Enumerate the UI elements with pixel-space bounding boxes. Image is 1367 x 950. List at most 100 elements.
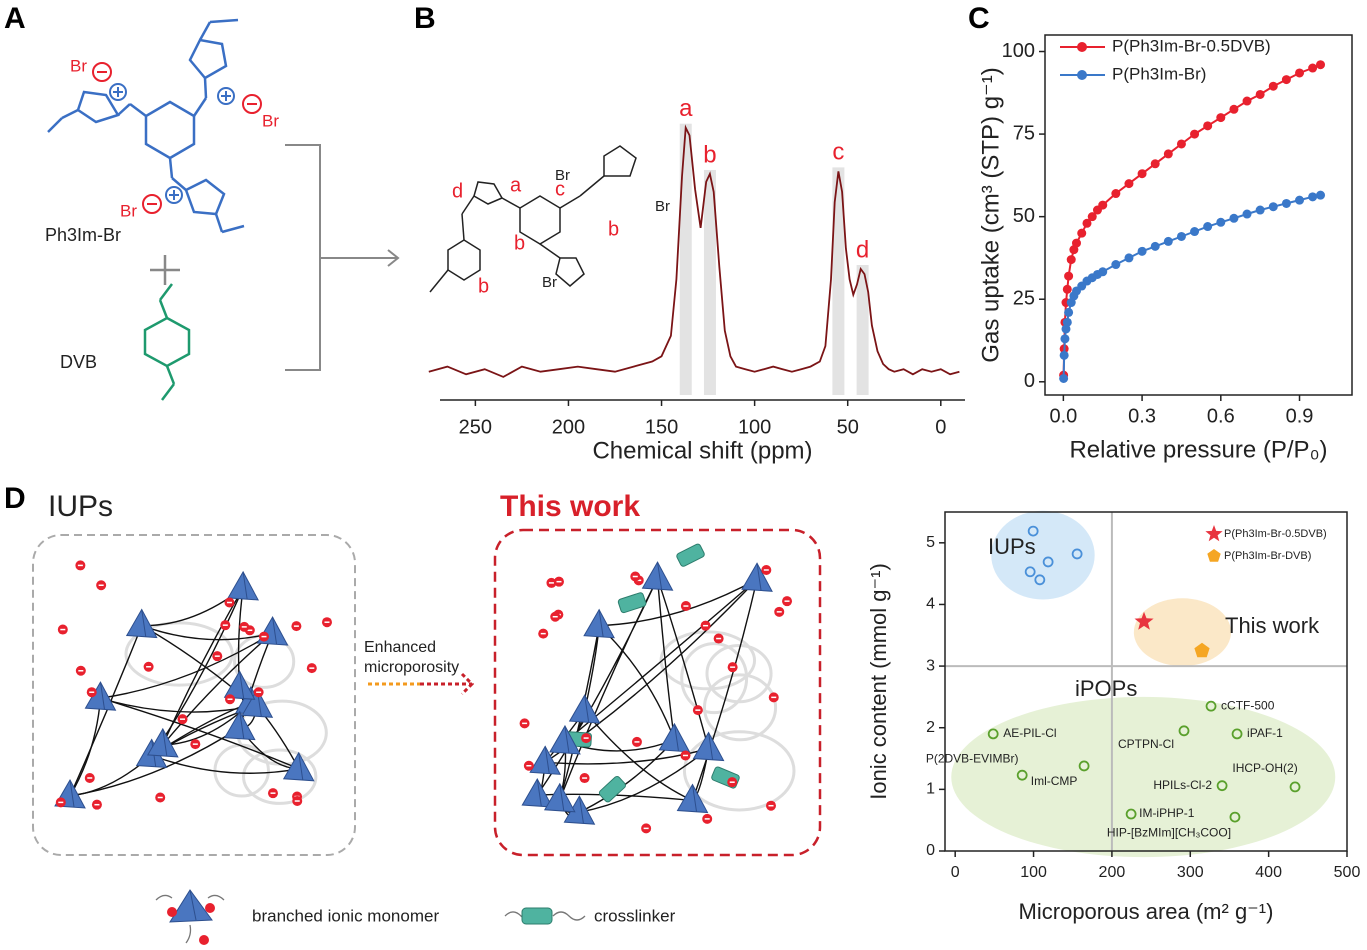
data-point (1289, 781, 1301, 793)
monomer-edge (559, 783, 565, 811)
ionic-monomer (223, 670, 256, 700)
data-point (1229, 213, 1239, 223)
data-point (1124, 253, 1134, 263)
data-point (1062, 284, 1072, 294)
x-tick-label: 0 (935, 416, 946, 438)
legend-label: branched ionic monomer (252, 906, 439, 925)
crosslinker (598, 775, 626, 803)
monomer-edge (239, 711, 245, 739)
data-point (1295, 195, 1305, 205)
data-point (1111, 189, 1121, 199)
peak-assignment: a (510, 174, 522, 196)
x-tick-label: 200 (552, 416, 585, 438)
arrow-label: Enhanced (364, 639, 436, 656)
cluster-label: iPOPs (1075, 676, 1137, 701)
data-point (1178, 725, 1190, 737)
data-point (1190, 129, 1200, 139)
isotherm-line (1062, 194, 1321, 379)
legend-label: P(Ph3Im-Br-0.5DVB) (1112, 36, 1271, 55)
counterion: Br (542, 274, 557, 291)
ionic-monomer (583, 608, 615, 639)
data-point (1062, 317, 1072, 327)
x-tick-label: 400 (1255, 864, 1282, 881)
peak-label: d (856, 236, 869, 263)
point-label: HPILs-Cl-2 (1153, 778, 1212, 792)
x-tick-label: 150 (645, 416, 678, 438)
peak-assignment: c (555, 178, 565, 200)
pore (659, 630, 757, 691)
data-point (987, 728, 999, 740)
data-point (1064, 307, 1074, 317)
monomer-edge (657, 562, 663, 590)
chain (100, 697, 300, 774)
data-point (1281, 198, 1291, 208)
point-label: P(2DVB-EVIMBr) (926, 751, 1019, 765)
counterion: Br (655, 198, 670, 215)
data-point (1071, 548, 1083, 560)
point-label: Iml-CMP (1031, 774, 1078, 788)
polymer-structure (429, 145, 637, 293)
charge-symbols (92, 62, 262, 214)
ionic-monomer (227, 570, 259, 601)
peak-assignment: b (478, 275, 489, 297)
legend-label: crosslinker (594, 906, 676, 925)
pore (705, 644, 773, 704)
data-point (1316, 190, 1326, 200)
x-tick-label: 0.9 (1286, 405, 1314, 427)
schematic-title: This work (500, 490, 640, 523)
data-point (1087, 212, 1097, 222)
y-tick-label: 3 (926, 657, 935, 674)
isotherm-line (1062, 63, 1321, 376)
x-tick-label: 200 (1099, 864, 1126, 881)
y-tick-label: 25 (1013, 288, 1035, 310)
x-tick-label: 0.6 (1207, 405, 1235, 427)
peak-band (703, 169, 716, 395)
counterion: Br (555, 167, 570, 184)
this-work-box (493, 528, 822, 857)
monomer-edge (564, 725, 570, 754)
peak-label: b (703, 141, 716, 168)
data-point (1255, 89, 1265, 99)
chain (100, 632, 274, 746)
data-point (1059, 373, 1069, 383)
y-axis-label: Gas uptake (cm³ (STP) g⁻¹) (977, 67, 1004, 362)
data-point (1098, 200, 1108, 210)
ionic-monomer (125, 608, 158, 639)
y-tick-label: 0 (1024, 370, 1035, 392)
panel-label: D (4, 482, 26, 515)
peak-band (679, 123, 692, 395)
data-point (1308, 63, 1318, 73)
crosslinker (676, 543, 705, 567)
data-point (1203, 222, 1213, 232)
monomer-edge (584, 695, 590, 723)
data-point (1163, 236, 1173, 246)
x-tick-label: 100 (738, 416, 771, 438)
data-point (1125, 808, 1137, 820)
data-point (1295, 68, 1305, 78)
ionic-monomer (282, 751, 315, 782)
data-point (1082, 218, 1092, 228)
peak-label: a (679, 95, 693, 122)
y-tick-label: 1 (926, 781, 935, 798)
data-point (1176, 231, 1186, 241)
data-point (1229, 104, 1239, 114)
y-tick-label: 2 (926, 719, 935, 736)
data-point (1268, 81, 1278, 91)
peak-band (856, 264, 869, 395)
monomer-edge (272, 617, 278, 645)
spectrum-line (428, 124, 960, 378)
x-tick-label: 100 (1020, 864, 1047, 881)
monomer-edge (536, 778, 542, 807)
y-tick-label: 4 (926, 596, 935, 613)
chain (599, 578, 758, 801)
y-tick-label: 0 (926, 842, 935, 859)
data-point (1059, 350, 1069, 360)
monomer-edge (298, 752, 304, 780)
pore (702, 673, 778, 742)
ionic-monomer (658, 722, 691, 753)
data-point (1134, 611, 1154, 630)
legend-marker (1207, 549, 1221, 562)
data-point (1060, 334, 1070, 344)
monomer-edge (242, 571, 248, 600)
pore (242, 748, 318, 805)
